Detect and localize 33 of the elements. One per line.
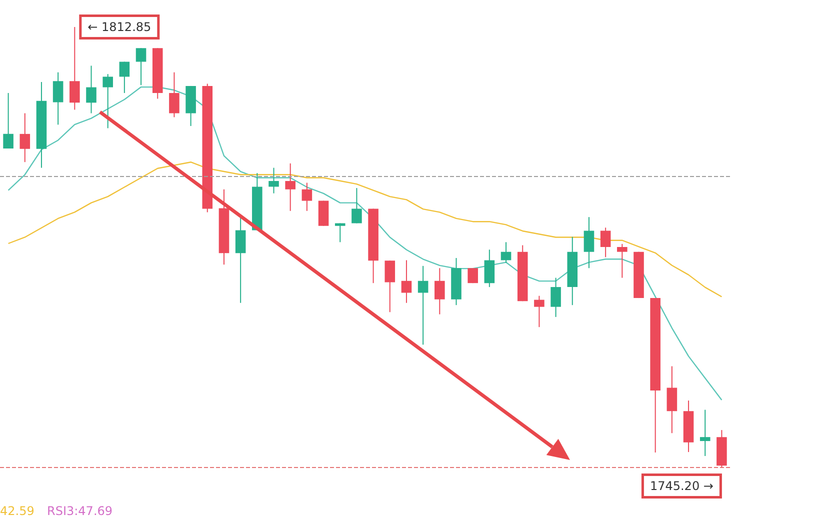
candlestick [102, 74, 113, 129]
candlestick [169, 72, 180, 118]
candlestick [584, 216, 594, 269]
candlestick [500, 242, 512, 264]
candlestick [434, 268, 445, 315]
candlestick [468, 268, 478, 284]
text: 42.59 [0, 504, 34, 518]
candlestick [401, 260, 412, 304]
candlestick [352, 188, 362, 224]
candlestick [3, 92, 14, 149]
candlestick [384, 260, 396, 313]
candlestick [136, 48, 146, 86]
candlestick [20, 112, 30, 163]
candlestick [484, 249, 495, 288]
text: 1745.20 → [650, 479, 714, 493]
candlestick [302, 182, 312, 212]
candlestick [268, 167, 279, 194]
candlestick [70, 26, 80, 110]
text: RSI3:47.69 [47, 504, 113, 518]
candlestick [86, 65, 96, 114]
candlestick [700, 409, 710, 456]
candlestick [52, 72, 64, 126]
candlestick [600, 227, 611, 258]
candlestick [666, 366, 678, 434]
candlestick [617, 243, 628, 278]
candlestick [334, 222, 346, 243]
candlestick [285, 162, 296, 212]
candlestick [534, 295, 544, 328]
candlestick [550, 277, 561, 318]
annotation: ← 1812.85 [88, 20, 152, 34]
candlestick [119, 61, 130, 94]
candlestick [418, 265, 428, 346]
candlestick [235, 217, 246, 304]
